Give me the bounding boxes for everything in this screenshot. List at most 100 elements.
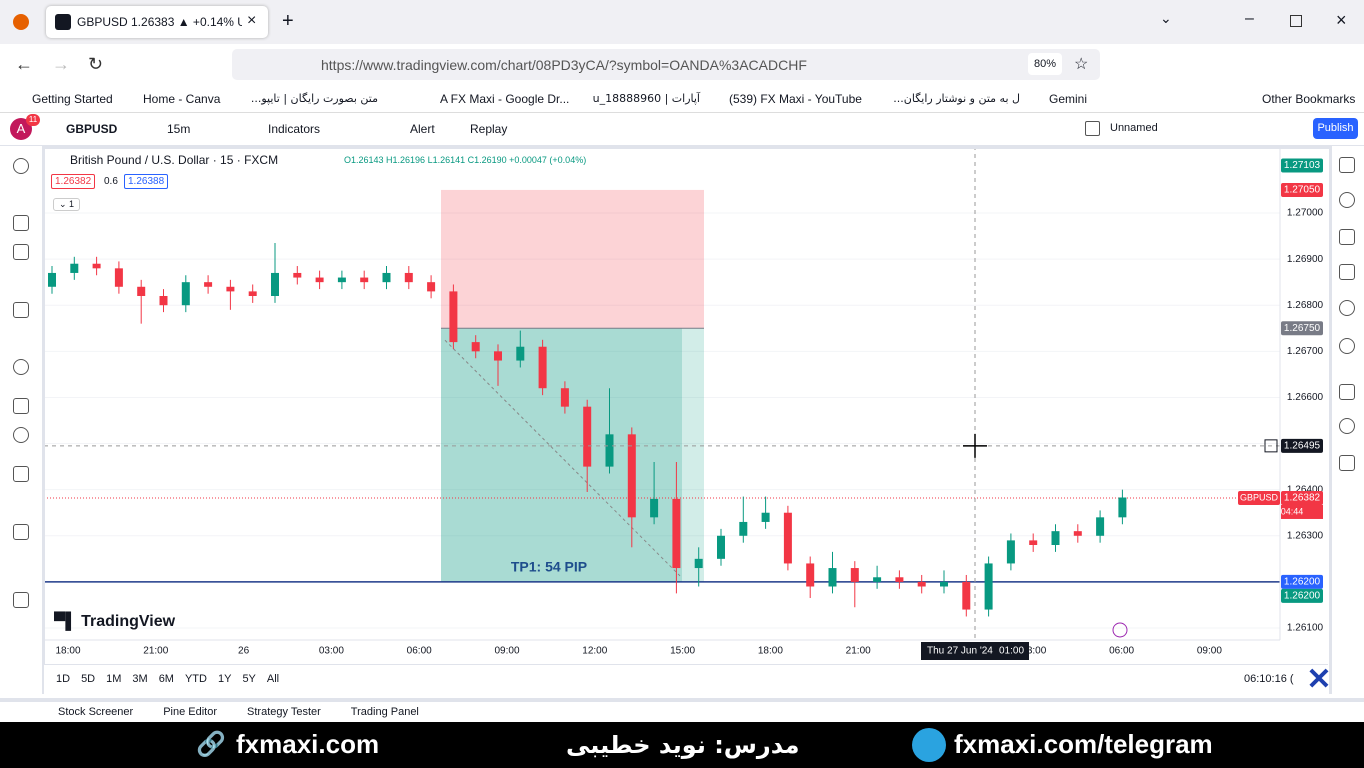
- range-button[interactable]: 6M: [158, 673, 174, 685]
- range-button[interactable]: 5Y: [242, 673, 256, 685]
- tab-close[interactable]: ×: [247, 12, 257, 29]
- publish[interactable]: Publish: [1313, 118, 1358, 139]
- bottom-tab[interactable]: Pine Editor: [163, 706, 218, 718]
- range-buttons: 1D 5D 1M 3M 6M YTD 1Y 5Y All: [56, 673, 290, 685]
- bookmark-star[interactable]: ☆: [1074, 56, 1089, 73]
- time-label: 21:00: [143, 646, 168, 657]
- layers[interactable]: [1339, 264, 1355, 280]
- tab-list[interactable]: ⌄: [1160, 10, 1172, 26]
- interval[interactable]: 15m: [167, 122, 191, 136]
- candle-body: [1029, 540, 1038, 545]
- chats[interactable]: [1339, 384, 1355, 400]
- tool-pattern[interactable]: [13, 244, 29, 260]
- symbol[interactable]: GBPUSD: [66, 122, 118, 136]
- tool-lock[interactable]: [13, 524, 29, 540]
- indicators[interactable]: Indicators: [268, 122, 321, 136]
- candle-body: [360, 277, 369, 283]
- candle-body: [204, 282, 213, 287]
- forward[interactable]: →: [52, 54, 70, 74]
- price-tag: [1281, 588, 1323, 603]
- layout-checkbox[interactable]: [1085, 121, 1100, 136]
- range-button[interactable]: YTD: [184, 673, 207, 685]
- bottom-tab[interactable]: Trading Panel: [350, 706, 419, 718]
- back[interactable]: ←: [15, 54, 33, 74]
- layout-name[interactable]: Unnamed: [1110, 122, 1158, 134]
- bid[interactable]: 1.26382: [51, 174, 96, 189]
- bookmarks-bar: [0, 86, 1364, 113]
- bookmark[interactable]: Getting Started: [32, 92, 113, 106]
- footer-site: fxmaxi.com: [236, 729, 380, 759]
- tool-zoom[interactable]: [13, 427, 29, 443]
- tool-trash[interactable]: [13, 592, 29, 608]
- bookmark[interactable]: آپارات | u_18888960: [592, 92, 700, 105]
- range-button[interactable]: All: [266, 673, 280, 685]
- firefox-icon[interactable]: [13, 14, 29, 30]
- watchlist[interactable]: [1339, 157, 1355, 173]
- url-bar[interactable]: [232, 49, 1100, 80]
- replay[interactable]: Replay: [470, 122, 508, 136]
- footer-banner: [0, 722, 1364, 768]
- range-button[interactable]: 3M: [132, 673, 148, 685]
- range-button[interactable]: 5D: [81, 673, 96, 685]
- tool-brush[interactable]: [13, 302, 29, 318]
- price-tick-label: 1.26900: [1287, 254, 1324, 265]
- bottom-tabs: Stock Screener Pine Editor Strategy Tester…: [58, 706, 449, 718]
- bookmark[interactable]: Gemini: [1049, 92, 1088, 106]
- candle-body: [717, 535, 725, 559]
- alert[interactable]: Alert: [410, 122, 435, 136]
- time-label: 12:00: [582, 646, 607, 657]
- range-button[interactable]: 1M: [106, 673, 122, 685]
- bookmark[interactable]: متن بصورت رایگان | تایپو...: [250, 92, 378, 105]
- bookmark[interactable]: ل به متن و نوشتار رایگان...: [893, 92, 1020, 105]
- minimize[interactable]: –: [1245, 10, 1254, 27]
- tool-magnet[interactable]: [13, 466, 29, 482]
- calendar[interactable]: [1339, 455, 1355, 471]
- tool-measure[interactable]: [13, 398, 29, 414]
- candle-body: [382, 272, 391, 283]
- target-zone: [441, 328, 682, 582]
- bottom-tab[interactable]: Stock Screener: [58, 706, 134, 718]
- time-label: 03:00: [1021, 646, 1046, 657]
- other-bookmarks[interactable]: Other Bookmarks: [1262, 92, 1356, 106]
- time-label: 21:00: [846, 646, 871, 657]
- ideas[interactable]: [1339, 338, 1355, 354]
- alerts[interactable]: [1339, 192, 1355, 208]
- footer-teacher: مدرس: نوید خطیبی: [566, 731, 800, 759]
- ask[interactable]: 1.26388: [124, 174, 169, 189]
- reload[interactable]: ↻: [88, 54, 104, 74]
- tool-crosshair[interactable]: [13, 158, 29, 174]
- tool-lines[interactable]: [13, 215, 29, 231]
- bottom-tab[interactable]: Strategy Tester: [247, 706, 321, 718]
- price-tag: [1281, 490, 1323, 505]
- maximize[interactable]: [1290, 15, 1302, 27]
- bookmark[interactable]: Home - Canva: [143, 92, 221, 106]
- candle-body: [1118, 497, 1127, 518]
- logo-mark: ▀▌: [54, 613, 77, 630]
- legend-collapse[interactable]: ⌄ 1: [53, 198, 81, 211]
- object-tree[interactable]: [1339, 229, 1355, 245]
- new-tab[interactable]: +: [282, 10, 294, 32]
- bookmark[interactable]: (539) FX Maxi - YouTube: [729, 92, 862, 106]
- url[interactable]: https://www.tradingview.com/chart/08PD3y…: [321, 57, 807, 73]
- position-label: TP1: 54 PIP: [511, 559, 587, 575]
- crosshair-date: Thu 27 Jun '24: [927, 646, 993, 657]
- hotlist[interactable]: [1339, 300, 1355, 316]
- bookmark[interactable]: A FX Maxi - Google Dr...: [440, 92, 570, 106]
- range-button[interactable]: 1D: [56, 673, 71, 685]
- candle-body: [1006, 540, 1015, 564]
- trade-path: [444, 339, 681, 577]
- streams[interactable]: [1339, 418, 1355, 434]
- price-tick-label: 1.26800: [1287, 300, 1324, 311]
- candle-body: [828, 568, 837, 587]
- candle-body: [650, 498, 659, 518]
- range-button[interactable]: 1Y: [217, 673, 232, 685]
- countdown: 04:44: [1281, 506, 1304, 516]
- target-zone-open: [682, 328, 704, 582]
- active-tab[interactable]: [46, 6, 268, 38]
- candle-body: [761, 512, 770, 522]
- candle-body: [1051, 531, 1060, 545]
- close-window[interactable]: ×: [1336, 10, 1347, 30]
- tool-emoji[interactable]: [13, 359, 29, 375]
- zoom-level[interactable]: 80%: [1028, 53, 1062, 75]
- candle-body: [583, 406, 592, 467]
